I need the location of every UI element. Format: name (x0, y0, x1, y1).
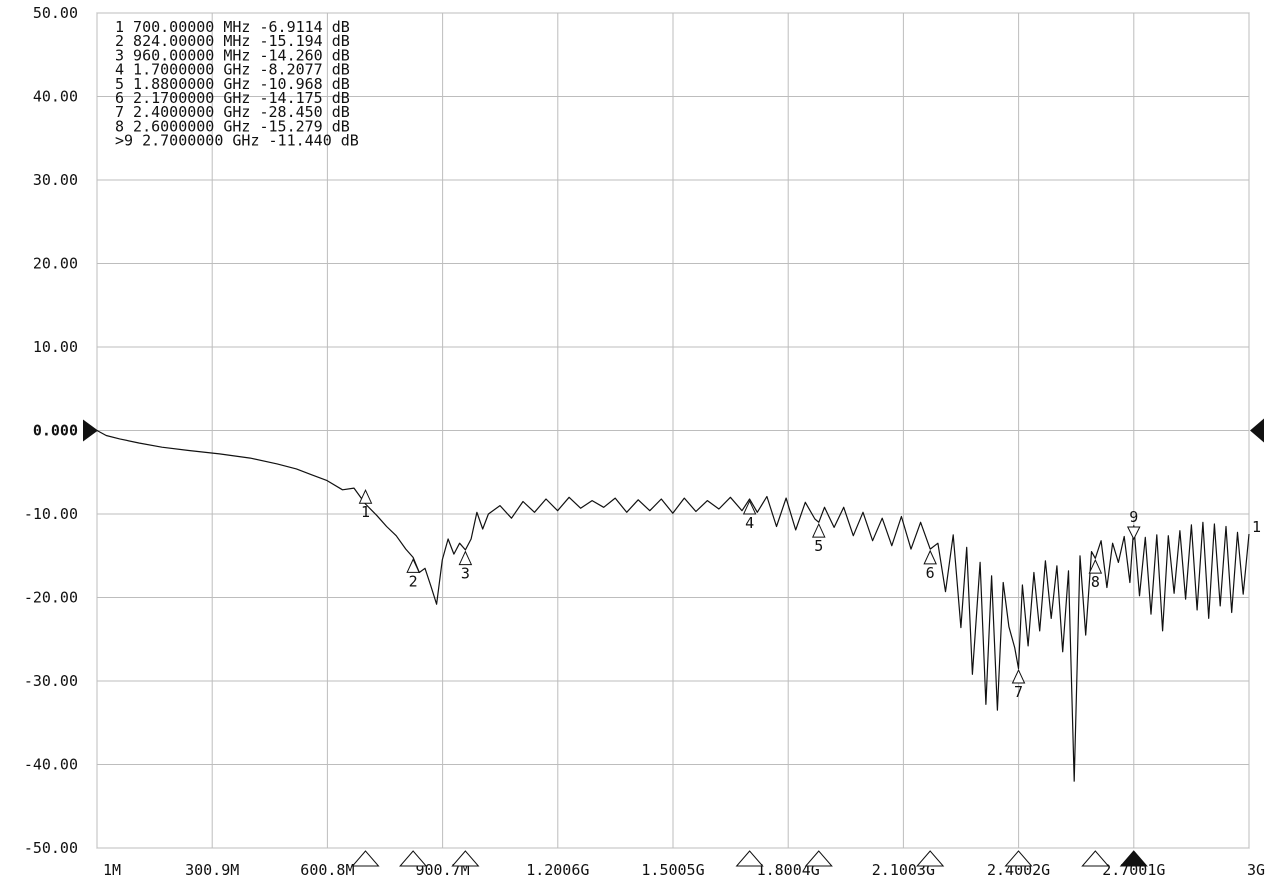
marker-number: 2 (409, 572, 418, 590)
y-tick-label: -30.00 (24, 672, 78, 690)
bottom-marker-indicators (351, 850, 1148, 867)
x-tick-label: 1.2006G (526, 861, 589, 879)
trace-number-label: 1 (1252, 518, 1261, 536)
marker-number: 7 (1014, 683, 1023, 701)
marker-triangle (923, 549, 937, 565)
bottom-marker-triangle (1004, 850, 1033, 867)
x-tick-label: 3G (1247, 861, 1265, 879)
marker-readout-row: 2 824.00000 MHz -15.194 dB (115, 32, 350, 50)
marker-triangle (1088, 558, 1103, 574)
marker-triangle (458, 550, 473, 566)
x-tick-label: 1.5005G (641, 861, 704, 879)
bottom-marker-triangle (451, 850, 480, 867)
bottom-marker-triangle (399, 850, 428, 867)
marker-number: 3 (461, 565, 470, 583)
markers: 1 2 3 4 5 6 7 8 9 (358, 489, 1141, 701)
x-tick-label: 1M (103, 861, 121, 879)
y-tick-label: -20.00 (24, 589, 78, 607)
y-tick-label: 50.00 (33, 4, 78, 22)
marker-triangle (742, 499, 757, 515)
grid (96, 12, 1250, 849)
marker-triangle (1126, 526, 1141, 541)
marker-triangle (358, 489, 373, 504)
marker-readout-row: 3 960.00000 MHz -14.260 dB (115, 46, 350, 64)
bottom-marker-triangle (804, 850, 833, 867)
y-tick-label: -50.00 (24, 839, 78, 857)
y-tick-label: 30.00 (33, 171, 78, 189)
y-axis-ticks: 50.00 40.00 30.00 20.00 10.00 0.000 -10.00 -20.… (24, 4, 78, 857)
marker-readout-row: >9 2.7000000 GHz -11.440 dB (115, 132, 359, 150)
bottom-marker-triangle (1081, 850, 1110, 867)
marker-readout-row: 6 2.1700000 GHz -14.175 dB (115, 89, 350, 107)
marker-number: 6 (926, 564, 935, 582)
marker-number: 1 (361, 503, 370, 521)
reference-arrow-right (1250, 418, 1264, 443)
x-tick-label: 600.8M (300, 861, 354, 879)
x-tick-label: 2.7001G (1102, 861, 1165, 879)
marker-readout-row: 1 700.00000 MHz -6.9114 dB (115, 18, 350, 36)
marker-triangle (406, 558, 420, 573)
marker-readout-row: 5 1.8800000 GHz -10.968 dB (115, 75, 350, 93)
trace-line (96, 429, 1250, 782)
y-tick-label: 40.00 (33, 88, 78, 106)
bottom-marker-triangle (735, 850, 764, 867)
y-tick-label: -10.00 (24, 505, 78, 523)
x-tick-label: 300.9M (185, 861, 239, 879)
marker-readout-table: 1 700.00000 MHz -6.9114 dB2 824.00000 MH… (115, 18, 359, 150)
marker-readout-row: 4 1.7000000 GHz -8.2077 dB (115, 61, 350, 79)
x-tick-label: 2.4002G (987, 861, 1050, 879)
y-tick-label: 0.000 (33, 422, 78, 440)
marker-number: 9 (1129, 508, 1138, 526)
trace: 1 (96, 429, 1261, 782)
marker-readout-row: 8 2.6000000 GHz -15.279 dB (115, 117, 350, 135)
y-tick-label: -40.00 (24, 756, 78, 774)
reference-level-arrows (83, 418, 1264, 443)
bottom-marker-triangle (916, 850, 945, 867)
bottom-marker-triangle (1119, 850, 1148, 867)
marker-number: 8 (1091, 573, 1100, 591)
bottom-marker-triangle (351, 850, 380, 867)
marker-number: 4 (745, 514, 754, 532)
y-tick-label: 20.00 (33, 255, 78, 273)
marker-readout-row: 7 2.4000000 GHz -28.450 dB (115, 103, 350, 121)
y-tick-label: 10.00 (33, 338, 78, 356)
marker-number: 5 (814, 537, 823, 555)
reference-arrow-left (83, 419, 98, 442)
marker-triangle (811, 522, 826, 538)
marker-triangle (1011, 668, 1026, 684)
x-tick-label: 1.8004G (757, 861, 820, 879)
